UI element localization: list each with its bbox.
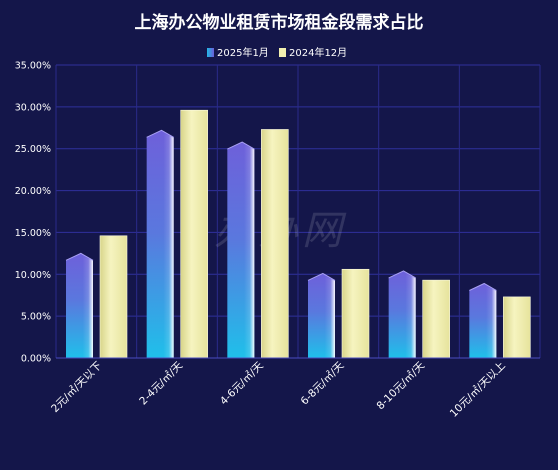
bar-series-1 xyxy=(388,270,416,358)
bar-series-2 xyxy=(341,268,370,359)
legend-swatch-series-2 xyxy=(279,48,286,57)
bar-series-1 xyxy=(65,252,94,358)
legend-label-series-1: 2025年1月 xyxy=(217,46,269,59)
bar-series-2 xyxy=(180,109,208,359)
x-tick-label: 2-4元/㎡/天 xyxy=(137,359,185,407)
x-tick-label: 6-8元/㎡/天 xyxy=(299,359,347,407)
bar-series-1 xyxy=(227,141,255,358)
y-tick-label: 5.00% xyxy=(21,312,51,323)
x-tick-label: 10元/㎡/天以上 xyxy=(448,360,508,420)
bar-series-1 xyxy=(146,129,174,358)
chart-title: 上海办公物业租赁市场租金段需求占比 xyxy=(135,12,424,33)
y-axis: 0.00% 5.00% 10.00% 15.00% 20.00% 25.00% 30.00%… xyxy=(15,61,51,365)
legend-label-series-2: 2024年12月 xyxy=(289,46,347,59)
y-tick-label: 0.00% xyxy=(21,354,51,365)
x-tick-label: 2元/㎡/天以下 xyxy=(49,360,104,415)
y-tick-label: 25.00% xyxy=(15,144,51,155)
bar-series-2 xyxy=(99,235,128,359)
grid-lines xyxy=(55,64,541,359)
y-tick-label: 30.00% xyxy=(15,102,51,113)
x-tick-label: 4-6元/㎡/天 xyxy=(218,359,266,407)
x-tick-label: 8-10元/㎡/天 xyxy=(375,359,428,412)
y-tick-label: 10.00% xyxy=(15,270,51,281)
y-tick-label: 15.00% xyxy=(15,228,51,239)
bar-series-2 xyxy=(503,296,531,359)
legend-swatch-series-1 xyxy=(207,48,214,57)
bars xyxy=(65,109,531,359)
bar-series-2 xyxy=(422,279,450,359)
bar-series-1 xyxy=(307,272,336,358)
bar-series-2 xyxy=(261,129,289,359)
bar-series-1 xyxy=(469,282,497,358)
y-tick-label: 35.00% xyxy=(15,61,51,72)
y-tick-label: 20.00% xyxy=(15,186,51,197)
x-axis: 2元/㎡/天以下 2-4元/㎡/天 4-6元/㎡/天 6-8元/㎡/天 8-10元/㎡/… xyxy=(49,357,540,420)
legend: 2025年1月 2024年12月 xyxy=(207,46,347,59)
